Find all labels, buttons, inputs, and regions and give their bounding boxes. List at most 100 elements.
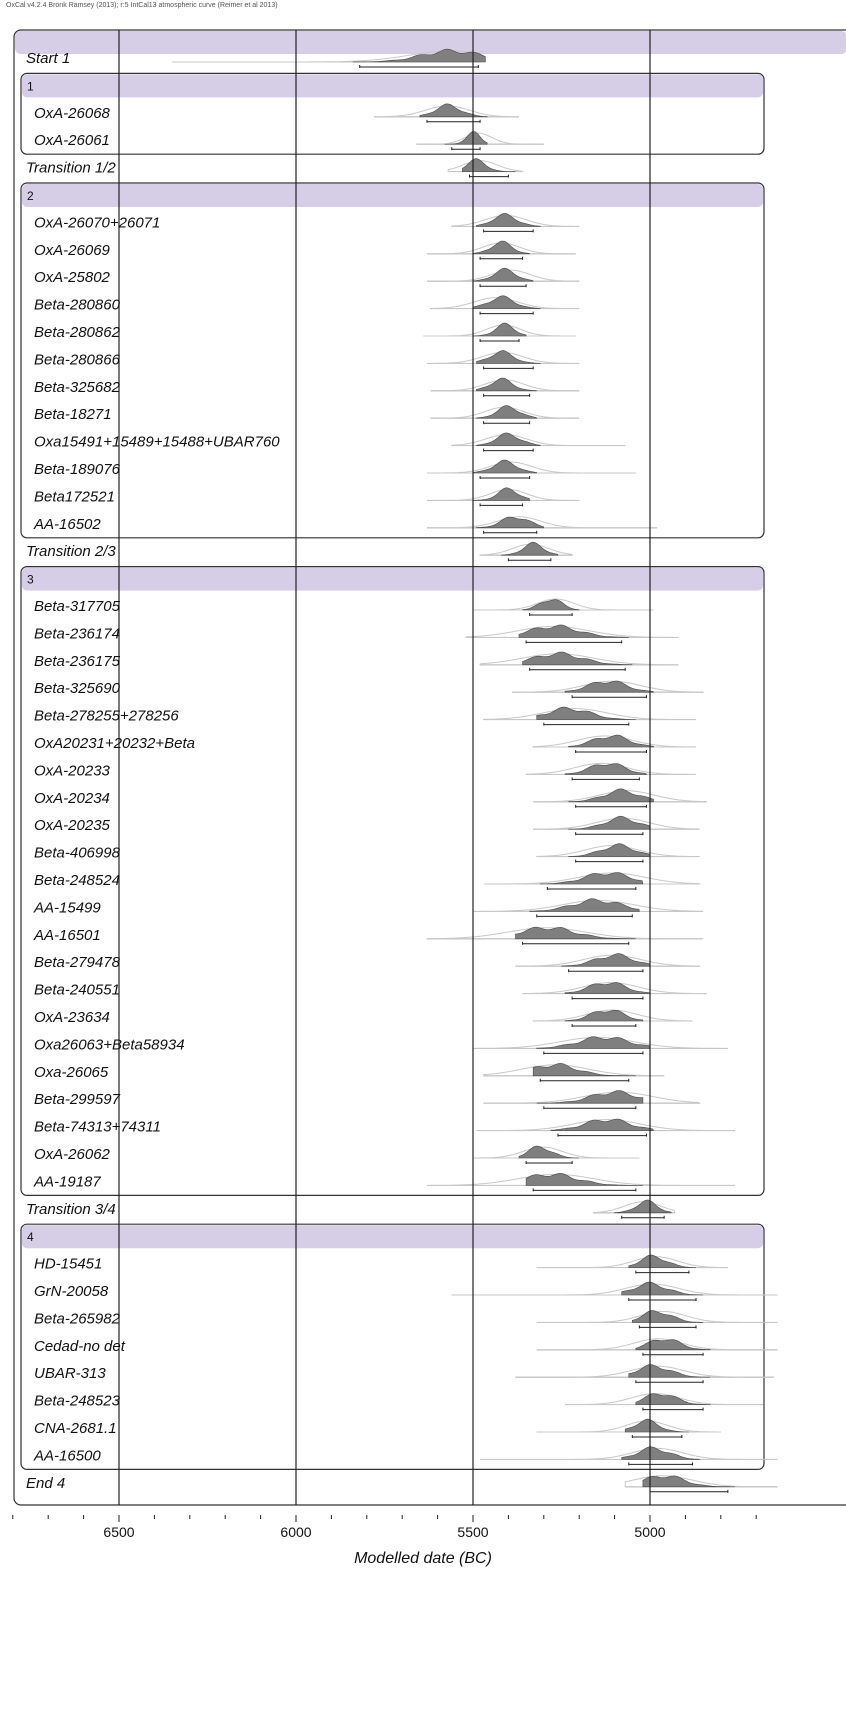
prior-distribution xyxy=(426,516,658,529)
date-label: OxA-23634 xyxy=(34,1009,110,1026)
date-label: OxA20231+20232+Beta xyxy=(34,735,195,752)
posterior-distribution xyxy=(628,1254,697,1268)
gridlines-layer xyxy=(118,30,651,1505)
prior-distribution xyxy=(565,1393,764,1406)
posterior-distribution xyxy=(536,1036,651,1049)
date-label: Beta-280860 xyxy=(34,297,121,314)
posterior-distribution xyxy=(476,405,538,419)
prior-distribution xyxy=(473,1146,640,1159)
date-label: Oxa15491+15489+15488+UBAR760 xyxy=(34,434,280,451)
prior-distribution xyxy=(465,625,679,638)
posterior-distribution xyxy=(635,1339,711,1351)
posterior-distribution xyxy=(561,953,651,967)
prior-distribution xyxy=(451,434,626,447)
boundary-label: Transition 3/4 xyxy=(26,1201,116,1218)
date-label: Beta-236175 xyxy=(34,653,121,670)
posterior-distribution xyxy=(536,706,636,720)
boundary-label: Transition 1/2 xyxy=(26,160,116,177)
date-label: GrN-20058 xyxy=(34,1283,109,1300)
prior-distribution xyxy=(426,461,636,474)
date-label: CNA-2681.1 xyxy=(34,1420,117,1437)
posterior-distribution xyxy=(522,651,633,666)
date-label: OxA-20235 xyxy=(34,817,111,834)
date-label: UBAR-313 xyxy=(34,1365,106,1382)
prior-distribution xyxy=(416,132,544,145)
phase-header-band xyxy=(22,567,763,591)
date-label: Beta-325682 xyxy=(34,379,121,396)
header-note: OxCal v4.2.4 Bronk Ramsey (2013); r:5 In… xyxy=(6,2,278,9)
x-tick-label: 5500 xyxy=(457,1524,488,1540)
posterior-distribution xyxy=(472,295,542,309)
phase-label: 4 xyxy=(27,1230,34,1244)
prior-distribution xyxy=(479,653,679,666)
posterior-distribution xyxy=(550,1118,655,1131)
posterior-distribution xyxy=(628,1364,711,1378)
posterior-distribution xyxy=(444,131,488,145)
prior-distribution xyxy=(536,1420,721,1433)
posterior-distribution xyxy=(635,1393,711,1405)
prior-distribution xyxy=(511,680,704,693)
posterior-distribution xyxy=(539,872,644,885)
date-label: HD-15451 xyxy=(34,1256,102,1273)
posterior-distribution xyxy=(419,103,489,118)
date-label: OxA-26062 xyxy=(34,1146,111,1163)
phase-frames-layer xyxy=(13,29,846,1506)
posterior-distribution xyxy=(472,267,534,282)
posterior-distribution xyxy=(472,240,531,255)
posterior-distribution xyxy=(621,1281,704,1296)
date-label: Beta-236174 xyxy=(34,625,120,642)
posterior-distribution xyxy=(568,788,654,803)
date-label: AA-16502 xyxy=(33,516,101,533)
posterior-distribution xyxy=(568,843,651,857)
prior-distribution xyxy=(536,1256,728,1269)
x-tick-label: 6500 xyxy=(103,1524,134,1540)
date-label: OxA-26061 xyxy=(34,132,110,149)
prior-distribution xyxy=(473,598,654,611)
posterior-distribution xyxy=(472,459,538,474)
posterior-distribution xyxy=(518,1145,580,1159)
x-tick-label: 6000 xyxy=(280,1524,311,1540)
phase-label: 3 xyxy=(27,573,34,587)
date-label: Beta-317705 xyxy=(34,598,121,615)
date-label: AA-15499 xyxy=(33,899,101,916)
prior-distribution xyxy=(532,1009,693,1022)
outer-frame-header xyxy=(15,31,846,54)
phase-frame xyxy=(20,1223,765,1470)
date-label: Beta-189076 xyxy=(34,461,121,478)
date-label: Beta-74313+74311 xyxy=(34,1119,161,1136)
prior-distribution xyxy=(172,50,481,63)
prior-distribution xyxy=(515,954,701,967)
prior-distribution xyxy=(473,1036,728,1049)
prior-distribution xyxy=(447,160,525,173)
prior-distribution xyxy=(451,1283,778,1296)
date-label: AA-19187 xyxy=(33,1173,101,1190)
prior-distribution xyxy=(480,1447,778,1460)
posterior-distribution xyxy=(564,763,648,775)
phase-bands-layer xyxy=(15,31,846,1249)
date-label: Beta-280862 xyxy=(34,324,121,341)
x-axis: 6500 6000 5500 5000 xyxy=(12,1515,757,1540)
posterior-distribution xyxy=(352,48,486,63)
date-label: Beta-240551 xyxy=(34,982,120,999)
posterior-distribution xyxy=(472,487,530,501)
x-tick-label: 5000 xyxy=(634,1524,665,1540)
posterior-distribution xyxy=(564,982,651,994)
posterior-distribution xyxy=(536,1090,644,1104)
phase-frame xyxy=(20,72,765,155)
posterior-distribution xyxy=(500,541,559,556)
date-label: OxA-26069 xyxy=(34,242,111,259)
date-label: Beta-279478 xyxy=(34,954,121,971)
boundary-label: Transition 2/3 xyxy=(26,543,116,560)
posterior-distribution xyxy=(476,377,537,392)
date-label: OxA-25802 xyxy=(34,269,111,286)
date-label: AA-16501 xyxy=(33,927,101,944)
date-label: Beta-265982 xyxy=(34,1310,121,1327)
posterior-distribution xyxy=(568,734,654,748)
x-axis-title: Modelled date (BC) xyxy=(354,1550,492,1567)
posterior-distribution xyxy=(472,322,527,337)
posterior-distribution xyxy=(624,1418,689,1433)
phase-frame xyxy=(20,565,765,1196)
posterior-distribution xyxy=(568,815,651,830)
